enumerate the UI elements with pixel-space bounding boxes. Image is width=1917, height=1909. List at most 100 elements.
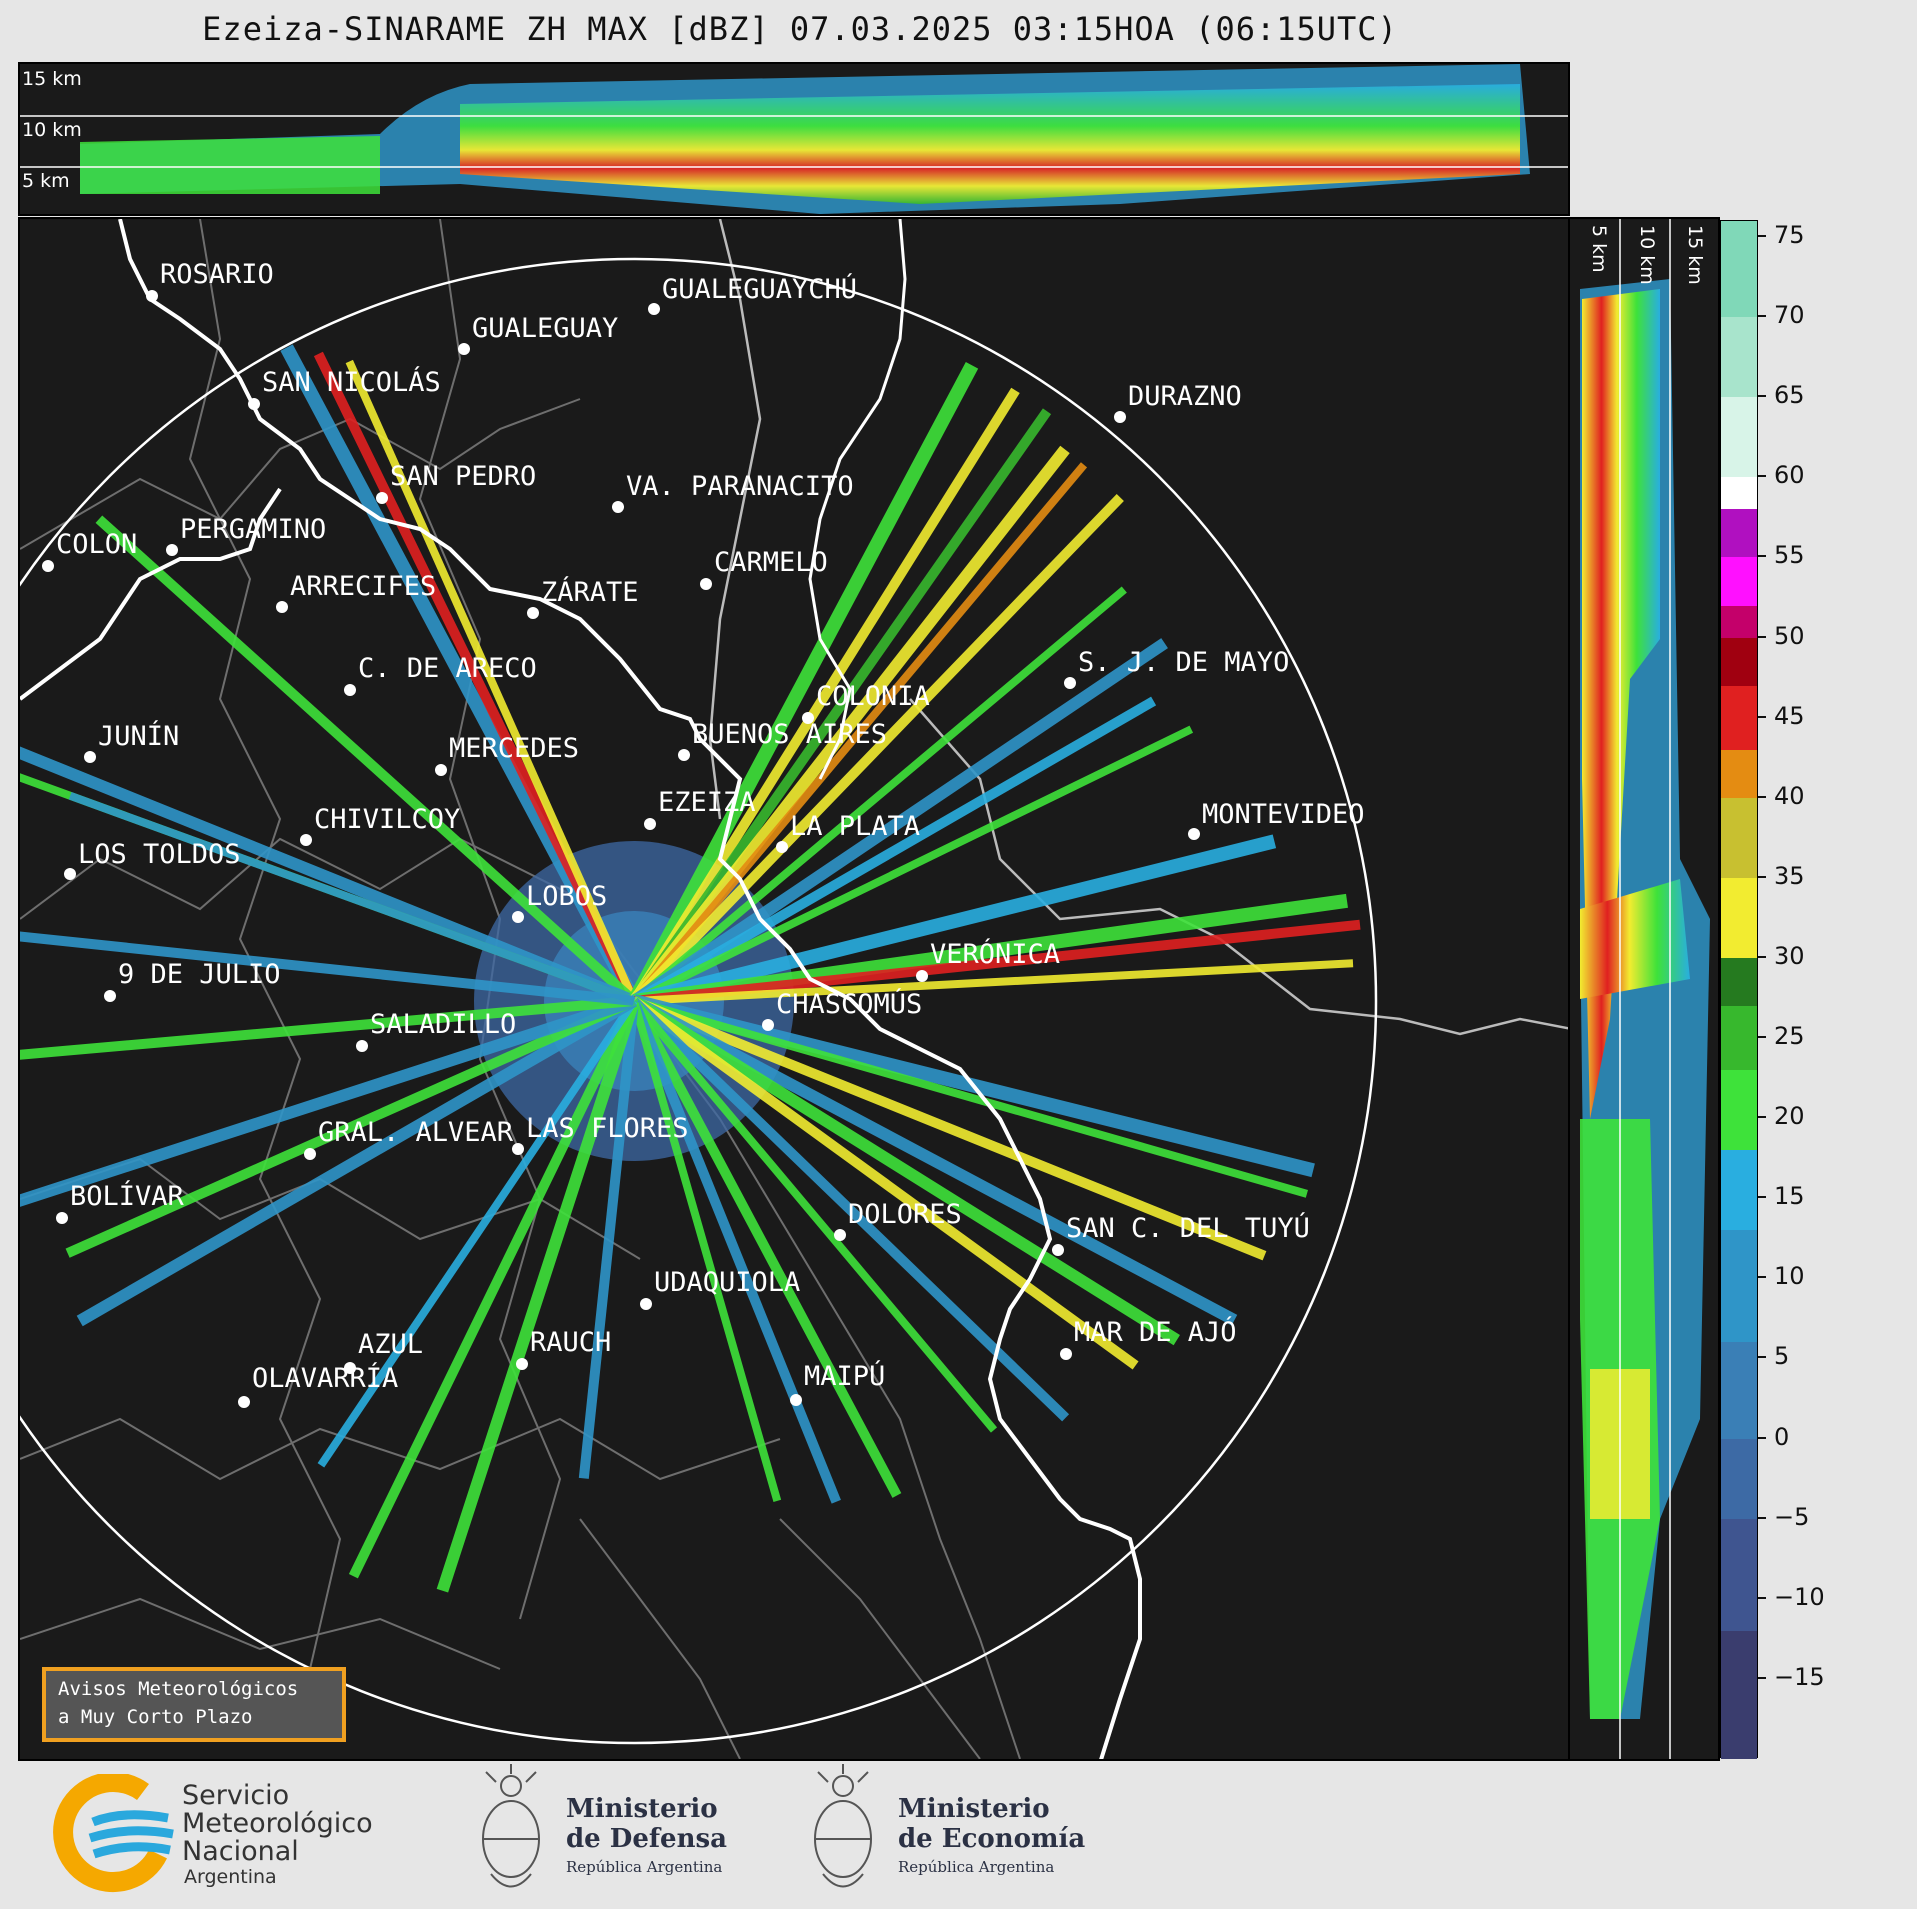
city-marker (146, 290, 158, 302)
side-cross-section-plot (1580, 219, 1710, 1759)
city-label: GUALEGUAY (472, 313, 618, 344)
colorbar-tick-label: 20 (1758, 1102, 1805, 1130)
colorbar-segment (1721, 1150, 1757, 1231)
city-marker (248, 398, 260, 410)
city-marker (776, 841, 788, 853)
colorbar-tick-label: −10 (1758, 1583, 1825, 1611)
side-cross-section: 5 km 10 km 15 km (1570, 217, 1720, 1761)
colorbar-tick-label: 55 (1758, 541, 1805, 569)
top-height-label-10: 10 km (22, 119, 82, 141)
colorbar-segment (1721, 685, 1757, 750)
radar-map-canvas: ROSARIO GUALEGUAYCHÚ GUALEGUAY SAN NICOLÁS D… (20, 219, 1568, 1759)
city-label: MERCEDES (449, 733, 579, 764)
city-marker (304, 1148, 316, 1160)
city-label: MAIPÚ (804, 1360, 885, 1392)
city-marker (678, 749, 690, 761)
city-label: COLON (56, 529, 137, 560)
city-label: SAN NICOLÁS (262, 366, 441, 398)
city-marker (300, 834, 312, 846)
map-title: Ezeiza-SINARAME ZH MAX [dBZ] 07.03.2025 … (202, 10, 1398, 48)
side-height-label-5: 5 km (1588, 225, 1610, 273)
smn-logo-icon (53, 1774, 174, 1892)
city-label: JUNÍN (98, 720, 179, 752)
city-label: AZUL (358, 1329, 423, 1360)
city-marker (802, 712, 814, 724)
colorbar-segment (1721, 1438, 1757, 1519)
city-label: SAN C. DEL TUYÚ (1066, 1212, 1310, 1244)
colorbar-tick-label: 15 (1758, 1182, 1805, 1210)
city-label: GRAL. ALVEAR (318, 1117, 514, 1148)
parana-river (20, 487, 282, 701)
city-marker (640, 1298, 652, 1310)
city-label: COLONIA (816, 681, 930, 712)
city-marker (512, 911, 524, 923)
city-marker (1060, 1348, 1072, 1360)
defensa-line3: República Argentina (566, 1858, 723, 1876)
city-label: S. J. DE MAYO (1078, 647, 1289, 678)
aviso-banner[interactable]: Avisos Meteorológicos a Muy Corto Plazo (42, 1667, 346, 1742)
city-marker (527, 607, 539, 619)
city-label: LOS TOLDOS (78, 839, 241, 870)
colorbar-tick-label: 50 (1758, 622, 1805, 650)
city-label: ROSARIO (160, 259, 274, 290)
city-marker (516, 1358, 528, 1370)
coastline (118, 219, 1142, 1759)
colorbar-tick-label: 10 (1758, 1262, 1805, 1290)
colorbar-segment (1721, 557, 1757, 606)
colorbar-segment (1721, 1342, 1757, 1439)
city-marker (790, 1394, 802, 1406)
radar-map[interactable]: ROSARIO GUALEGUAYCHÚ GUALEGUAY SAN NICOLÁS D… (18, 217, 1570, 1761)
city-label: OLAVARRÍA (252, 1362, 398, 1394)
economia-line2: de Economía (898, 1824, 1086, 1854)
colorbar-tick-label: 60 (1758, 461, 1805, 489)
defensa-line1: Ministerio (566, 1794, 718, 1824)
colorbar-tick-label: −15 (1758, 1663, 1825, 1691)
city-label: CHASCOMÚS (776, 988, 922, 1020)
city-label: LAS FLORES (526, 1113, 689, 1144)
city-label: MONTEVIDEO (1202, 799, 1365, 830)
city-marker (104, 990, 116, 1002)
city-label: CARMELO (714, 547, 828, 578)
city-label: MAR DE AJÓ (1074, 1316, 1237, 1348)
city-label: ZÁRATE (541, 576, 639, 608)
city-marker (238, 1396, 250, 1408)
city-label: ARRECIFES (290, 571, 436, 602)
city-marker (648, 303, 660, 315)
river-border (708, 219, 762, 820)
city-label: C. DE ARECO (358, 653, 537, 684)
city-label: LOBOS (526, 881, 607, 912)
city-marker (1064, 677, 1076, 689)
colorbar-segment (1721, 1006, 1757, 1071)
city-marker (916, 970, 928, 982)
city-label: VA. PARANACITO (626, 471, 854, 502)
city-label: 9 DE JULIO (118, 959, 281, 990)
economia-coat-of-arms-icon (814, 1764, 872, 1888)
colorbar-segment (1721, 1518, 1757, 1631)
colorbar-segment (1721, 957, 1757, 1007)
top-cross-section-plot (20, 64, 1568, 214)
city-marker (1188, 828, 1200, 840)
city-marker (344, 684, 356, 696)
defensa-line2: de Defensa (566, 1824, 727, 1854)
city-marker (84, 751, 96, 763)
footer: Servicio Meteorológico Nacional Argentin… (0, 1762, 1917, 1909)
city-marker (344, 1362, 356, 1374)
city-marker (376, 492, 388, 504)
defensa-coat-of-arms-icon (482, 1764, 540, 1888)
city-label: RAUCH (530, 1327, 611, 1358)
side-height-label-10: 10 km (1636, 225, 1658, 285)
city-marker (644, 818, 656, 830)
colorbar-segment (1721, 1630, 1757, 1759)
colorbar-segment (1721, 797, 1757, 878)
colorbar-tick-label: 45 (1758, 702, 1805, 730)
city-marker (762, 1019, 774, 1031)
smn-line1: Servicio (182, 1780, 290, 1811)
colorbar-tick-label: 5 (1758, 1342, 1789, 1370)
colorbar-tick-label: 30 (1758, 942, 1805, 970)
colorbar-segment (1721, 509, 1757, 558)
uruguay-river (808, 219, 907, 780)
city-marker (1114, 411, 1126, 423)
reflectivity-colorbar (1720, 220, 1758, 1759)
colorbar-segment (1721, 605, 1757, 638)
city-label: GUALEGUAYCHÚ (662, 273, 857, 305)
